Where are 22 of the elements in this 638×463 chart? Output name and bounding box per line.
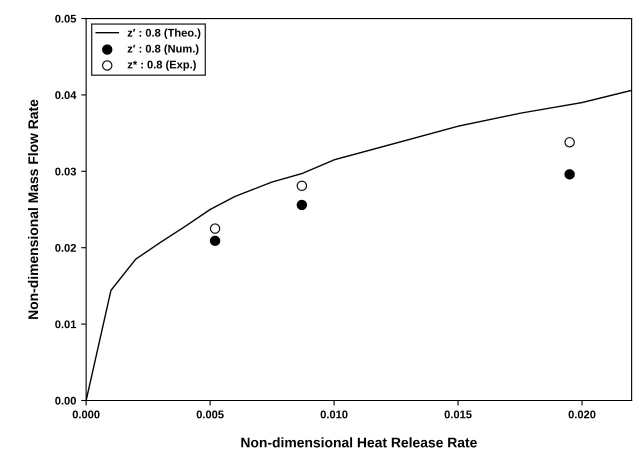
y-axis-title: Non-dimensional Mass Flow Rate [28, 100, 38, 319]
point [210, 223, 220, 234]
point [296, 200, 308, 210]
y-tick-label: 0.01 [55, 320, 76, 328]
x-tick-label: 0.000 [72, 410, 100, 418]
y-tick-label: 0.00 [55, 396, 76, 405]
legend-label: z′ : 0.8 (Theo.) [128, 28, 200, 39]
y-tick-label: 0.05 [55, 14, 76, 23]
x-tick-label: 0.015 [444, 410, 472, 418]
x-tick-label: 0.020 [568, 410, 596, 418]
point [296, 180, 308, 192]
legend-label: z* : 0.8 (Exp.) [128, 60, 196, 71]
point [210, 236, 220, 246]
x-tick-label: 0.010 [320, 410, 348, 418]
point [564, 137, 575, 148]
legend-label: z′ : 0.8 (Num.) [128, 44, 198, 55]
y-tick-label: 0.04 [55, 91, 76, 100]
point [564, 169, 575, 180]
x-axis-title: Non-dimensional Heat Release Rate [241, 437, 477, 448]
y-tick-label: 0.02 [55, 244, 76, 252]
x-tick-label: 0.005 [196, 410, 224, 418]
y-tick-label: 0.03 [55, 168, 76, 176]
